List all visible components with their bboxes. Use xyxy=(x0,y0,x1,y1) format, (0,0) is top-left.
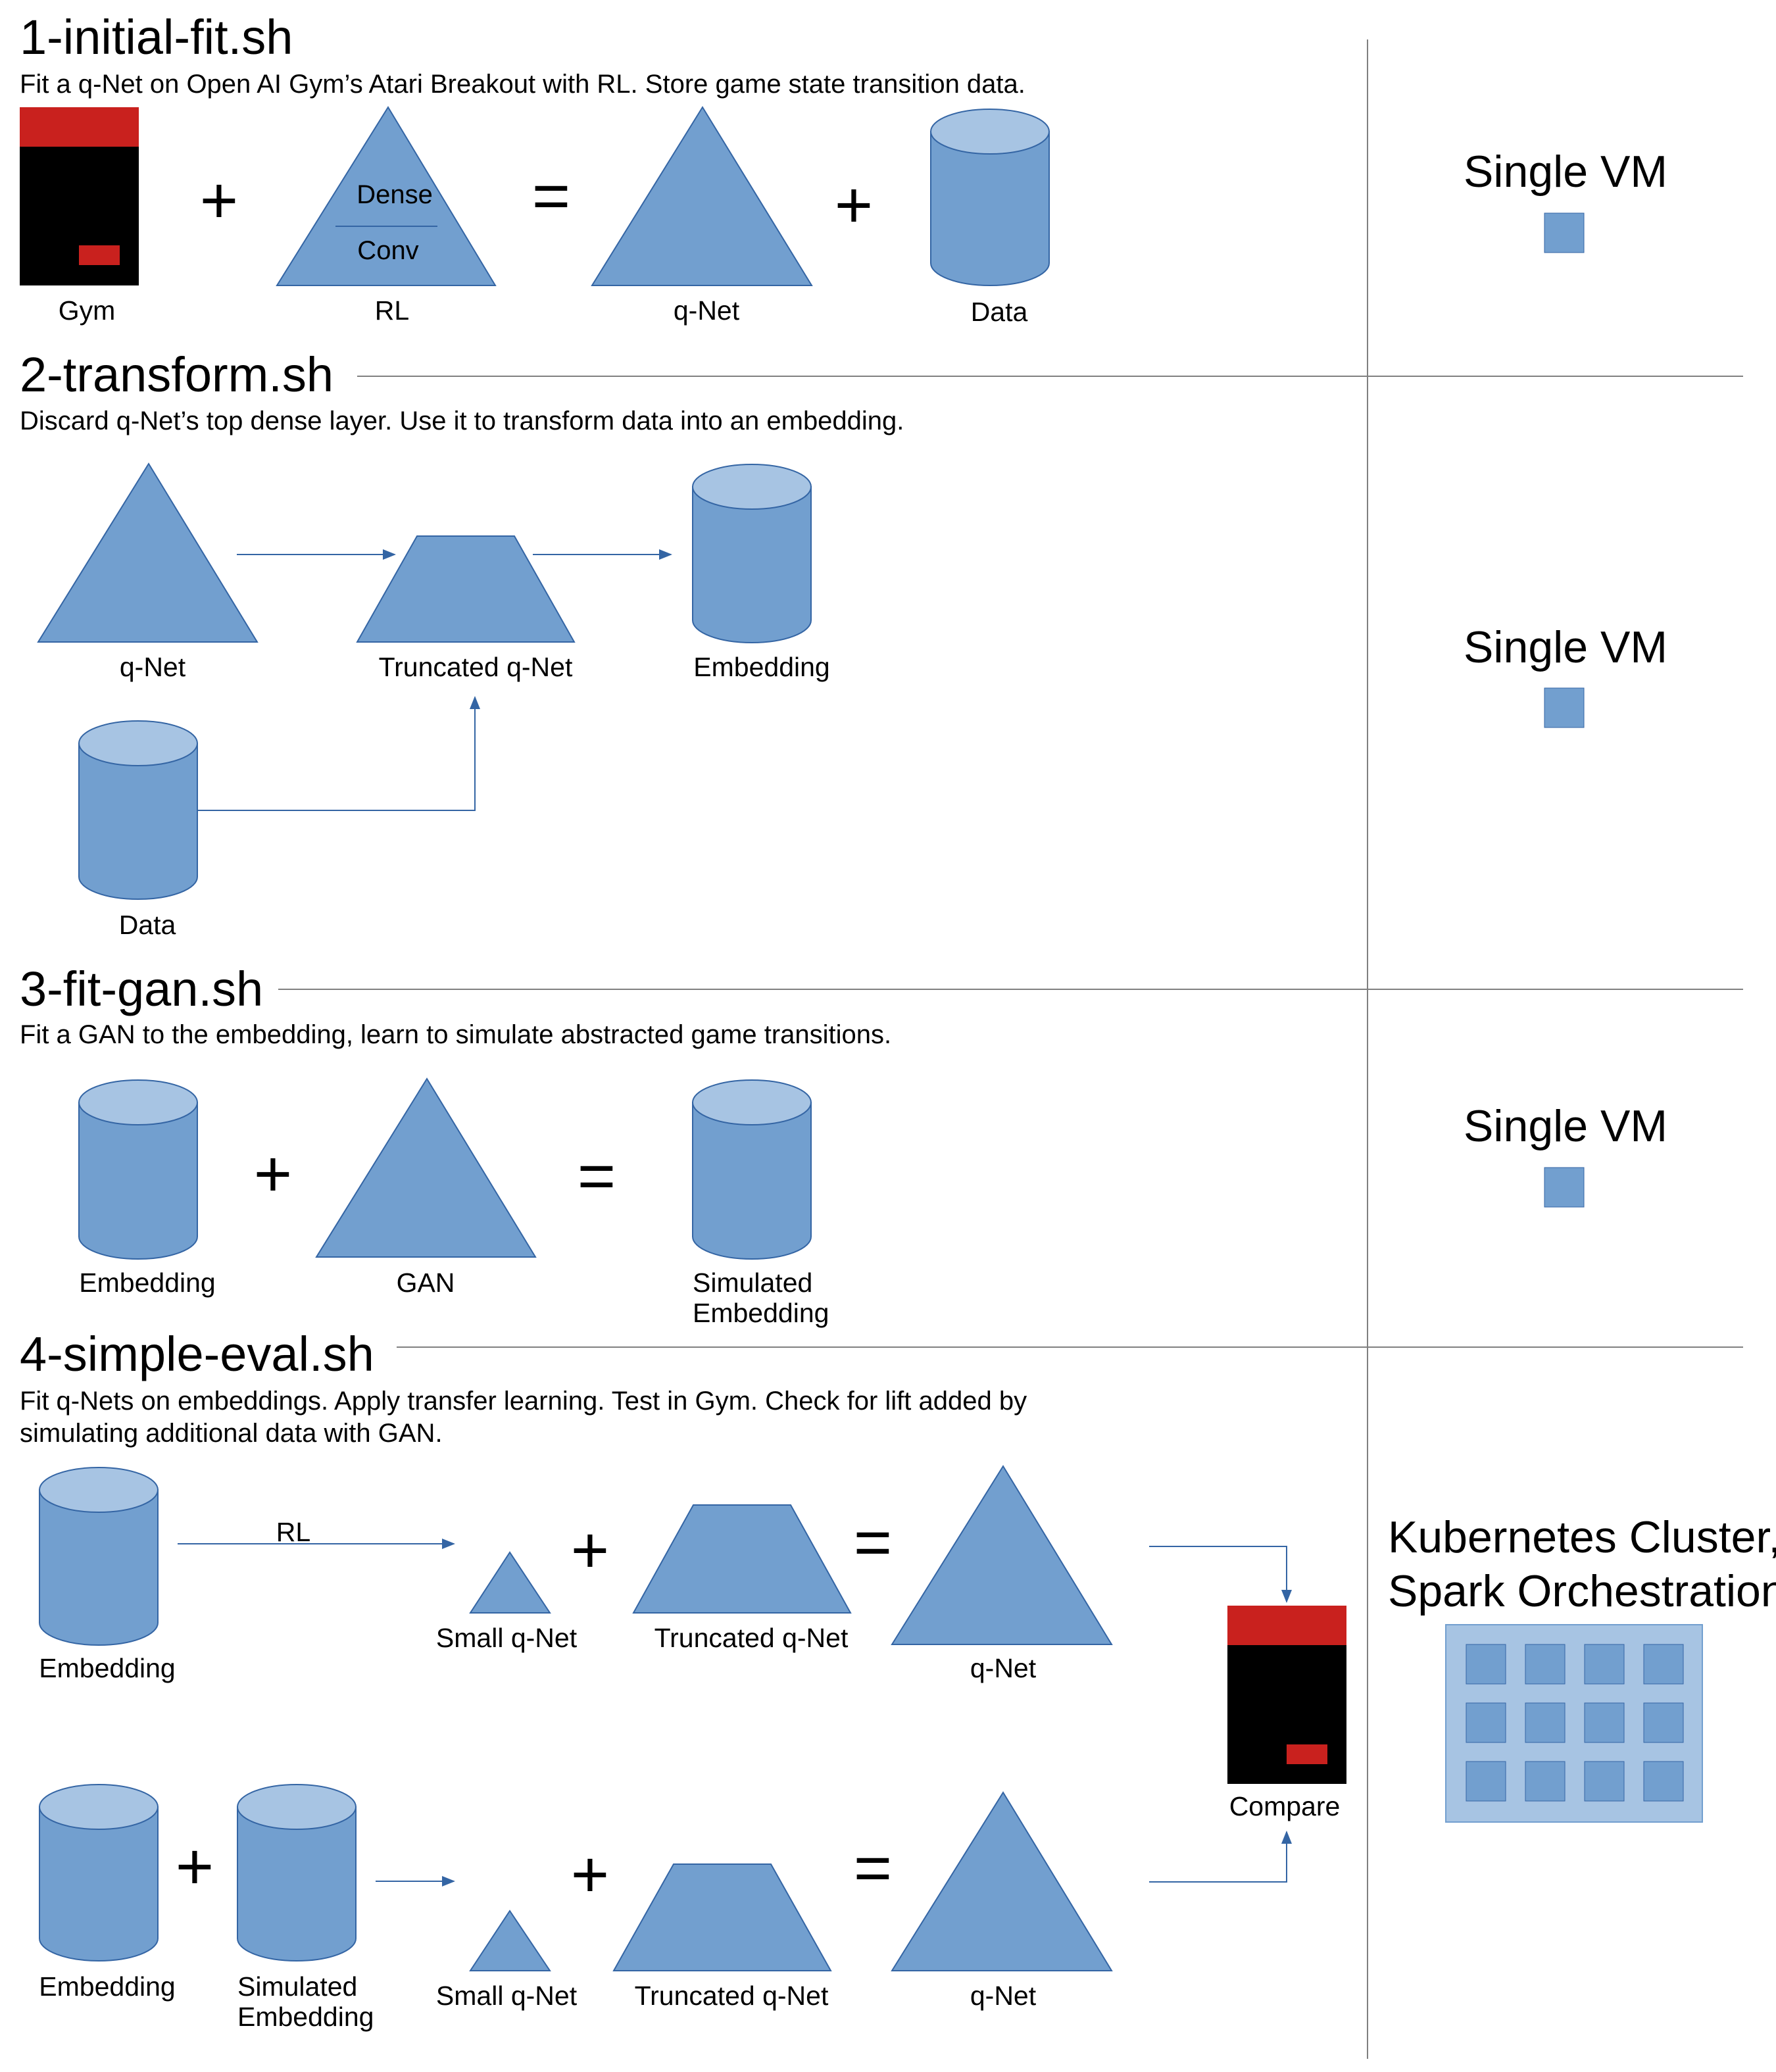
equals-sign: = xyxy=(853,1506,893,1579)
qnet-label-a: q-Net xyxy=(970,1653,1037,1683)
cluster-node xyxy=(1584,1761,1625,1802)
qnet-triangle-2 xyxy=(37,462,259,643)
small-qnet-label-b: Small q-Net xyxy=(435,1981,578,2011)
cluster-node xyxy=(1466,1702,1506,1743)
data-cylinder xyxy=(930,109,1050,286)
embedding-label-2: Embedding xyxy=(693,652,830,682)
rl-label: RL xyxy=(374,295,410,326)
plus-sign: + xyxy=(253,1137,293,1211)
rl-arrow-label: RL xyxy=(276,1517,311,1547)
truncated-qnet-label-2: Truncated q-Net xyxy=(378,652,573,682)
arrow-data-to-truncated xyxy=(197,696,480,811)
infra-label-4-line1: Kubernetes Cluster, xyxy=(1388,1512,1776,1562)
section4-description-line1: Fit q-Nets on embeddings. Apply transfer… xyxy=(20,1387,1027,1416)
cluster-node xyxy=(1584,1702,1625,1743)
section4-description-line2: simulating additional data with GAN. xyxy=(20,1419,443,1448)
embedding-cylinder-4a xyxy=(39,1467,159,1646)
gan-triangle xyxy=(315,1077,537,1258)
equals-sign: = xyxy=(577,1139,616,1213)
plus-sign: + xyxy=(570,1838,610,1912)
truncated-qnet-label-b: Truncated q-Net xyxy=(634,1981,829,2011)
equals-sign: = xyxy=(853,1831,893,1905)
small-qnet-triangle-b xyxy=(469,1910,551,1971)
single-vm-icon-3 xyxy=(1544,1167,1585,1208)
section2-title: 2-transform.sh xyxy=(20,347,334,402)
simulated-embedding-label-line2: Embedding xyxy=(693,1298,829,1328)
cluster-node xyxy=(1466,1644,1506,1685)
section1-description: Fit a q-Net on Open AI Gym’s Atari Break… xyxy=(20,70,1025,99)
infra-label-1: Single VM xyxy=(1464,147,1667,197)
qnet-triangle xyxy=(591,106,813,286)
cluster-node xyxy=(1584,1644,1625,1685)
qnet-label-2: q-Net xyxy=(119,652,186,682)
section4-title: 4-simple-eval.sh xyxy=(20,1327,374,1381)
truncated-qnet-trapezoid-b xyxy=(612,1863,832,1971)
cluster-node xyxy=(1643,1761,1684,1802)
gym-screen-icon xyxy=(20,107,139,285)
simulated-embedding-label-4b-line2: Embedding xyxy=(237,2002,374,2032)
simulated-embedding-label-line1: Simulated xyxy=(693,1268,813,1298)
gym-label: Gym xyxy=(58,295,116,326)
compare-label: Compare xyxy=(1229,1791,1341,1821)
single-vm-icon-1 xyxy=(1544,212,1585,253)
cluster-node xyxy=(1525,1702,1566,1743)
small-qnet-label-a: Small q-Net xyxy=(435,1623,578,1653)
dividers xyxy=(278,39,1743,2059)
equals-sign: = xyxy=(531,159,571,233)
embedding-cylinder-2 xyxy=(692,464,812,643)
rl-dense-layer-label: Dense xyxy=(357,180,433,209)
cluster-nodes xyxy=(1466,1644,1684,1802)
infra-label-4-line2: Spark Orchestration xyxy=(1388,1566,1776,1616)
single-vm-icon-2 xyxy=(1544,687,1585,728)
section3-description: Fit a GAN to the embedding, learn to sim… xyxy=(20,1020,892,1049)
truncated-qnet-trapezoid-a xyxy=(632,1504,852,1614)
plus-sign: + xyxy=(834,168,874,242)
embedding-cylinder-3 xyxy=(78,1079,198,1260)
cluster-node xyxy=(1643,1702,1684,1743)
arrows-2 xyxy=(197,549,672,811)
plus-sign: + xyxy=(199,164,239,237)
section2-description: Discard q-Net’s top dense layer. Use it … xyxy=(20,407,904,435)
data-label: Data xyxy=(970,297,1028,327)
data-cylinder-2 xyxy=(78,720,198,900)
section1-title: 1-initial-fit.sh xyxy=(20,10,293,64)
simulated-embedding-cylinder-3 xyxy=(692,1079,812,1260)
cluster-node xyxy=(1643,1644,1684,1685)
data-label-2: Data xyxy=(118,910,176,940)
cluster-node xyxy=(1525,1644,1566,1685)
compare-arrows xyxy=(1149,1546,1292,1883)
truncated-qnet-trapezoid-2 xyxy=(356,535,576,643)
truncated-qnet-label-a: Truncated q-Net xyxy=(654,1623,849,1653)
compare-gym-screen-icon xyxy=(1227,1606,1346,1784)
infra-label-2: Single VM xyxy=(1464,622,1667,672)
simulated-embedding-label-4b-line1: Simulated xyxy=(237,1971,358,2002)
plus-sign: + xyxy=(175,1830,214,1904)
qnet-triangle-a xyxy=(891,1465,1113,1645)
rl-triangle xyxy=(276,106,497,286)
embedding-label-4b: Embedding xyxy=(39,1971,176,2002)
section3-title: 3-fit-gan.sh xyxy=(20,962,264,1016)
embedding-cylinder-4b xyxy=(39,1784,159,1961)
simulated-embedding-cylinder-4b xyxy=(237,1784,357,1961)
qnet-triangle-b xyxy=(891,1791,1113,1971)
cluster-node xyxy=(1525,1761,1566,1802)
cluster-node xyxy=(1466,1761,1506,1802)
kubernetes-cluster-icon xyxy=(1445,1624,1703,1823)
plus-sign: + xyxy=(570,1514,610,1587)
arrow-qnet-a-to-compare xyxy=(1149,1546,1292,1603)
embedding-label-3: Embedding xyxy=(79,1268,216,1298)
qnet-label-b: q-Net xyxy=(970,1981,1037,2011)
infra-label-3: Single VM xyxy=(1464,1101,1667,1151)
arrow-qnet-b-to-compare xyxy=(1149,1831,1292,1883)
qnet-label: q-Net xyxy=(673,295,740,326)
embedding-label-4a: Embedding xyxy=(39,1653,176,1683)
small-qnet-triangle-a xyxy=(469,1551,551,1614)
gan-label: GAN xyxy=(396,1268,455,1298)
rl-conv-layer-label: Conv xyxy=(357,236,419,265)
